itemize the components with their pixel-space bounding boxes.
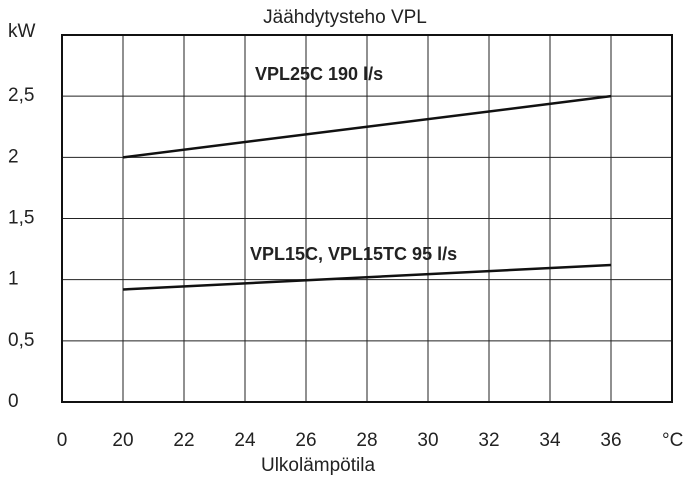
y-axis-label: kW <box>8 21 36 42</box>
x-tick-label: 34 <box>539 430 561 451</box>
x-tick-label: 26 <box>295 430 316 451</box>
x-tick-label: 30 <box>417 430 438 451</box>
chart-title: Jäähdytysteho VPL <box>263 7 427 28</box>
y-tick-label: 2,5 <box>8 85 34 106</box>
x-tick-label: 20 <box>112 430 133 451</box>
series-label: VPL25C 190 l/s <box>255 64 383 84</box>
x-tick-label: 28 <box>356 430 377 451</box>
y-tick-label: 2 <box>8 146 19 167</box>
line <box>122 94 612 159</box>
x-tick-label: 36 <box>600 430 621 451</box>
x-tick-label: 32 <box>478 430 499 451</box>
x-tick-label: 22 <box>173 430 194 451</box>
series-label: VPL15C, VPL15TC 95 l/s <box>250 244 457 264</box>
x-unit-label: °C <box>662 430 683 451</box>
x-axis-label: Ulkolämpötila <box>261 455 375 476</box>
y-tick-label: 1 <box>8 269 19 290</box>
y-tick-label: 1,5 <box>8 208 34 229</box>
y-tick-label: 0 <box>8 391 19 412</box>
x-tick-label: 0 <box>57 430 68 451</box>
y-tick-label: 0,5 <box>8 330 34 351</box>
plot-frame <box>61 34 673 403</box>
x-tick-label: 24 <box>234 430 256 451</box>
line <box>122 263 612 291</box>
